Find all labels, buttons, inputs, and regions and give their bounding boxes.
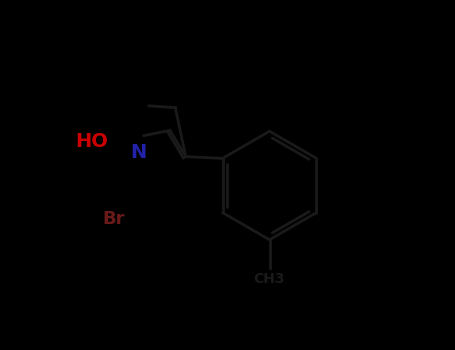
Text: N: N (130, 143, 147, 162)
Text: Br: Br (102, 210, 125, 228)
Text: CH3: CH3 (254, 272, 285, 286)
Text: HO: HO (75, 132, 108, 151)
